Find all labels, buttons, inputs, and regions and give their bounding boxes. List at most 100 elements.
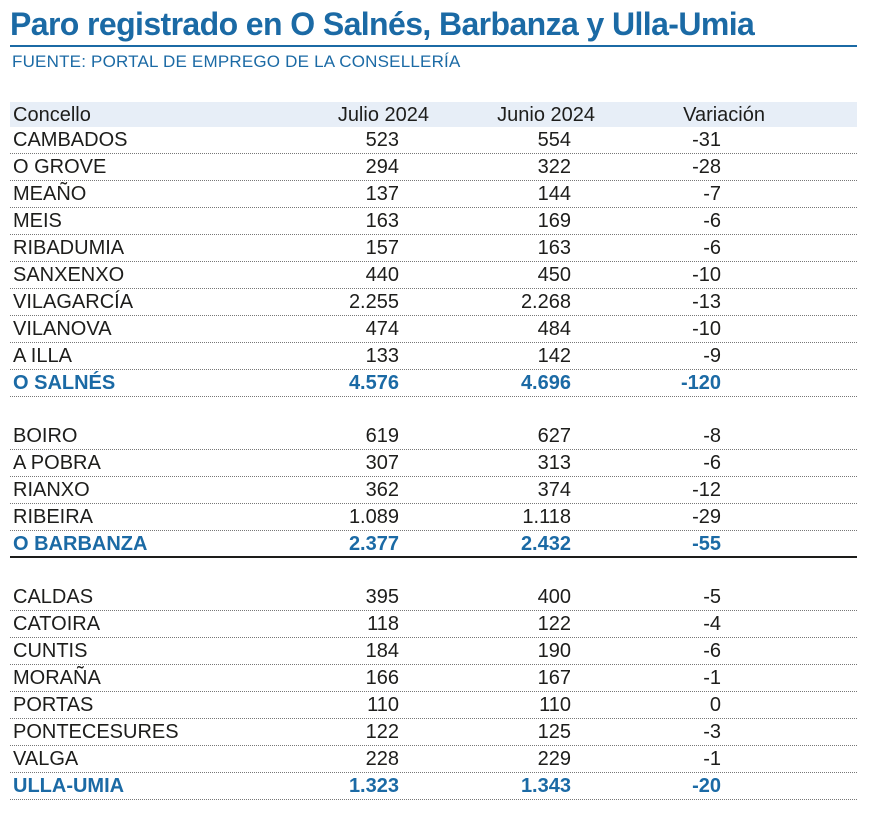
table-row: MEAÑO 137 144 -7: [10, 181, 857, 208]
cell-junio: 322: [537, 156, 571, 178]
table-row: MORAÑA 166 167 -1: [10, 665, 857, 692]
table-row: CUNTIS 184 190 -6: [10, 638, 857, 665]
cell-julio: 228: [365, 748, 399, 770]
cell-junio: 627: [537, 425, 571, 447]
cell-julio: 184: [365, 640, 399, 662]
cell-julio: 1.323: [348, 775, 399, 797]
table-row: A ILLA 133 142 -9: [10, 343, 857, 370]
cell-junio: 110: [539, 694, 571, 716]
cell-julio: 163: [365, 210, 399, 232]
cell-julio: 523: [365, 129, 399, 151]
header-junio: Junio 2024: [497, 104, 595, 126]
cell-julio: 307: [365, 452, 399, 474]
cell-concello: BOIRO: [13, 425, 78, 447]
cell-concello: CATOIRA: [13, 613, 101, 635]
header-concello: Concello: [13, 104, 91, 126]
cell-junio: 142: [537, 345, 571, 367]
table-row: RIANXO 362 374 -12: [10, 477, 857, 504]
cell-variacion: -4: [703, 613, 721, 635]
cell-junio: 2.268: [520, 291, 571, 313]
cell-variacion: -3: [703, 721, 721, 743]
cell-julio: 137: [365, 183, 399, 205]
cell-variacion: -28: [692, 156, 721, 178]
cell-julio: 395: [365, 586, 399, 608]
cell-junio: 1.343: [520, 775, 571, 797]
cell-junio: 1.118: [522, 506, 571, 528]
cell-julio: 4.576: [348, 372, 399, 394]
table-row: CATOIRA 118 122 -4: [10, 611, 857, 638]
cell-junio: 400: [537, 586, 571, 608]
cell-concello: VILAGARCÍA: [13, 291, 134, 313]
cell-junio: 313: [537, 452, 571, 474]
cell-julio: 619: [365, 425, 399, 447]
cell-concello: CALDAS: [13, 586, 94, 608]
cell-junio: 169: [537, 210, 571, 232]
table-row: CALDAS 395 400 -5: [10, 584, 857, 611]
cell-variacion: -31: [692, 129, 721, 151]
group-spacer: [10, 558, 857, 584]
table-row: VILAGARCÍA 2.255 2.268 -13: [10, 289, 857, 316]
cell-variacion: -13: [692, 291, 721, 313]
source-note: FUENTE: PORTAL DE EMPREGO DE LA CONSELLE…: [12, 52, 461, 71]
cell-junio: 125: [537, 721, 571, 743]
cell-julio: 362: [365, 479, 399, 501]
cell-junio: 167: [537, 667, 571, 689]
cell-concello: RIBADUMIA: [13, 237, 125, 259]
table-row: RIBEIRA 1.089 1.118 -29: [10, 504, 857, 531]
cell-variacion: -9: [703, 345, 721, 367]
cell-julio: 118: [367, 613, 399, 635]
cell-variacion: -55: [692, 533, 721, 555]
table-total-row: O SALNÉS 4.576 4.696 -120: [10, 370, 857, 397]
cell-variacion: -10: [692, 318, 721, 340]
table-row: VILANOVA 474 484 -10: [10, 316, 857, 343]
cell-variacion: 0: [709, 694, 721, 716]
cell-concello: O GROVE: [13, 156, 107, 178]
cell-concello: SANXENXO: [13, 264, 125, 286]
table-row: PONTECESURES 122 125 -3: [10, 719, 857, 746]
cell-variacion: -6: [703, 210, 721, 232]
cell-concello: A ILLA: [13, 345, 72, 367]
cell-junio: 374: [537, 479, 571, 501]
cell-variacion: -12: [692, 479, 721, 501]
cell-concello: VILANOVA: [13, 318, 112, 340]
cell-junio: 144: [537, 183, 571, 205]
cell-julio: 157: [365, 237, 399, 259]
header-julio: Julio 2024: [337, 104, 429, 126]
table-row: CAMBADOS 523 554 -31: [10, 127, 857, 154]
table-header: Concello Julio 2024 Junio 2024 Variación: [10, 102, 857, 127]
table-row: MEIS 163 169 -6: [10, 208, 857, 235]
cell-concello: VALGA: [13, 748, 79, 770]
cell-concello: MEIS: [13, 210, 62, 232]
cell-junio: 450: [537, 264, 571, 286]
cell-variacion: -6: [703, 640, 721, 662]
cell-julio: 294: [365, 156, 399, 178]
cell-concello: RIANXO: [13, 479, 90, 501]
table-row: RIBADUMIA 157 163 -6: [10, 235, 857, 262]
cell-junio: 190: [537, 640, 571, 662]
cell-junio: 4.696: [520, 372, 571, 394]
cell-junio: 229: [537, 748, 571, 770]
cell-julio: 474: [365, 318, 399, 340]
cell-concello: O BARBANZA: [13, 533, 148, 555]
cell-variacion: -29: [692, 506, 721, 528]
cell-junio: 163: [537, 237, 571, 259]
cell-concello: PONTECESURES: [13, 721, 179, 743]
cell-concello: A POBRA: [13, 452, 101, 474]
table-row: SANXENXO 440 450 -10: [10, 262, 857, 289]
cell-concello: MEAÑO: [13, 183, 87, 205]
cell-variacion: -8: [703, 425, 721, 447]
cell-junio: 554: [537, 129, 571, 151]
cell-junio: 122: [537, 613, 571, 635]
cell-variacion: -6: [703, 237, 721, 259]
table-row: VALGA 228 229 -1: [10, 746, 857, 773]
cell-julio: 440: [365, 264, 399, 286]
cell-julio: 166: [365, 667, 399, 689]
cell-julio: 1.089: [348, 506, 399, 528]
cell-variacion: -6: [703, 452, 721, 474]
cell-julio: 122: [365, 721, 399, 743]
cell-variacion: -20: [692, 775, 721, 797]
cell-concello: RIBEIRA: [13, 506, 94, 528]
cell-variacion: -7: [703, 183, 721, 205]
cell-variacion: -10: [692, 264, 721, 286]
